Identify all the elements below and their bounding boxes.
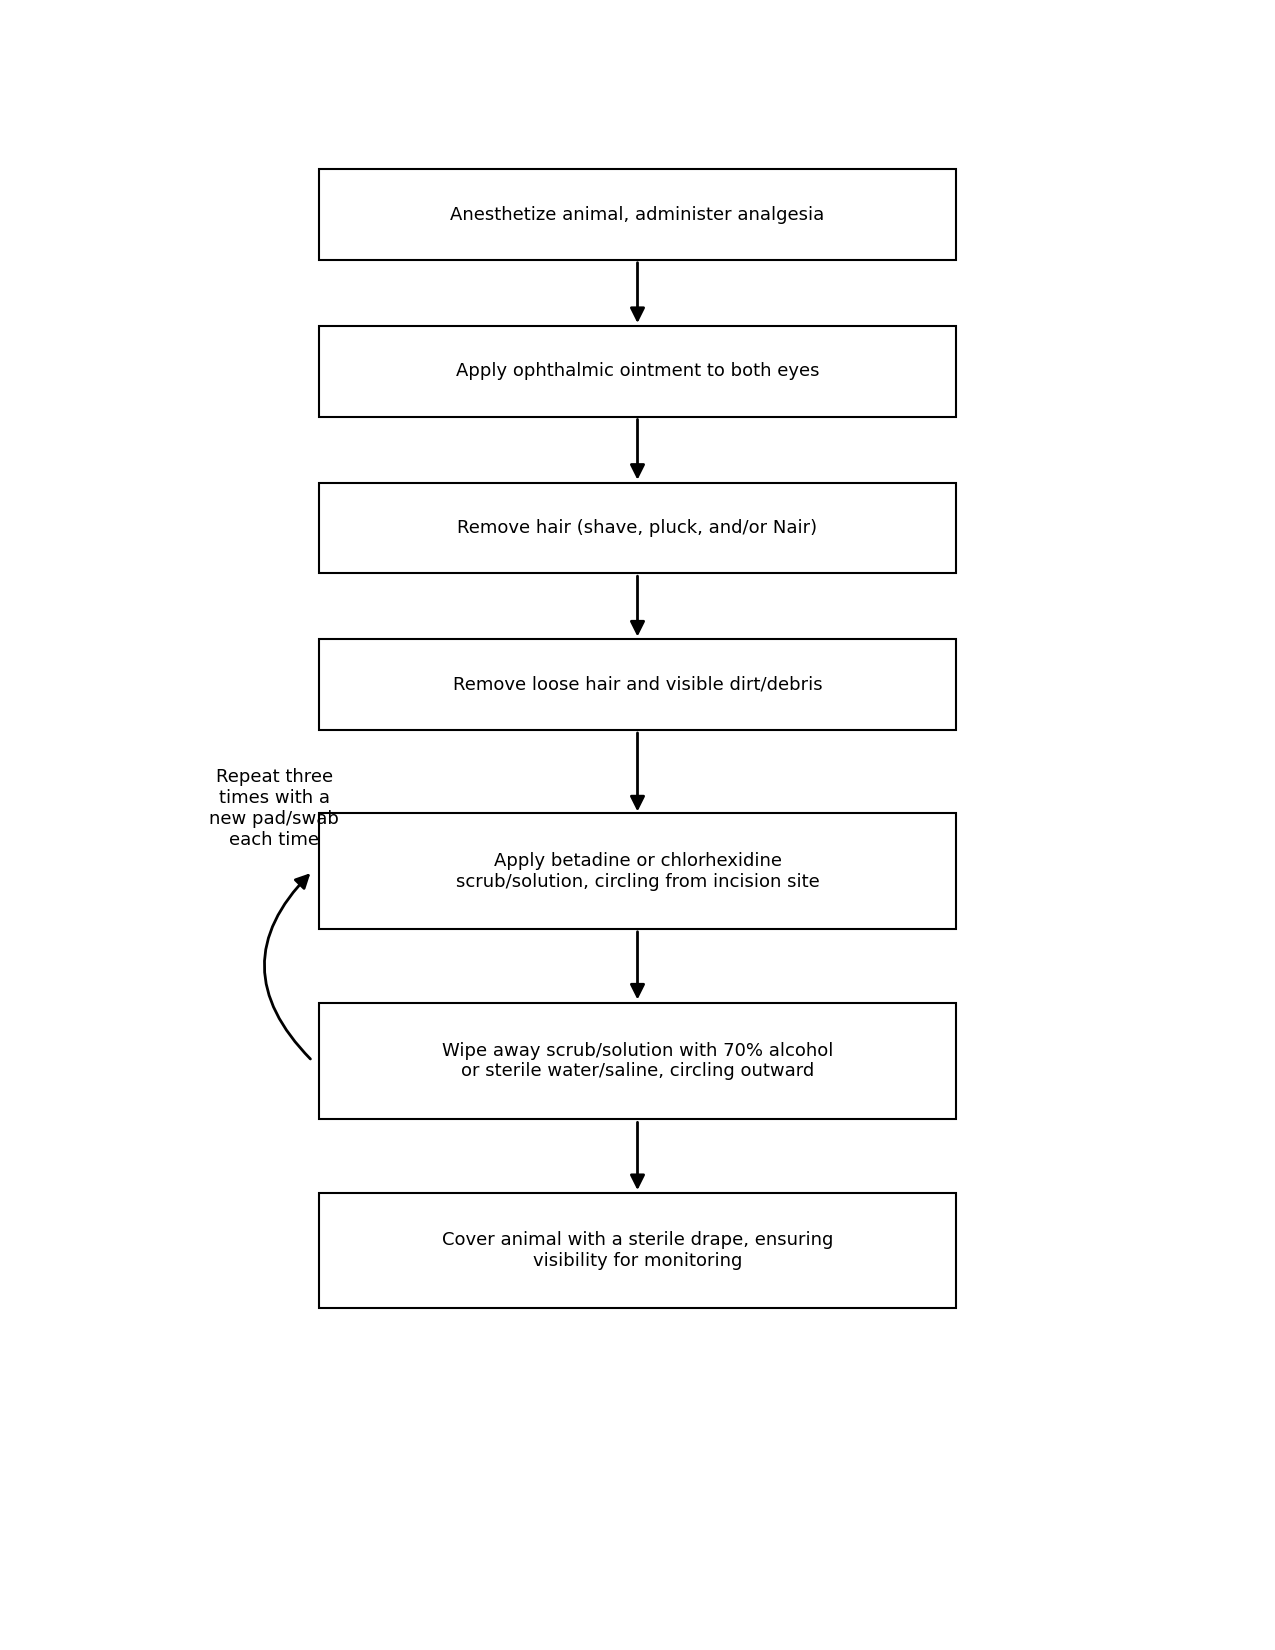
FancyBboxPatch shape xyxy=(319,168,956,259)
Text: Apply betadine or chlorhexidine
scrub/solution, circling from incision site: Apply betadine or chlorhexidine scrub/so… xyxy=(455,851,820,891)
Text: Repeat three
times with a
new pad/swab
each time: Repeat three times with a new pad/swab e… xyxy=(209,769,339,848)
Text: Wipe away scrub/solution with 70% alcohol
or sterile water/saline, circling outw: Wipe away scrub/solution with 70% alcoho… xyxy=(442,1041,833,1081)
FancyBboxPatch shape xyxy=(319,482,956,573)
FancyBboxPatch shape xyxy=(319,1193,956,1308)
Text: Remove loose hair and visible dirt/debris: Remove loose hair and visible dirt/debri… xyxy=(453,676,822,693)
FancyBboxPatch shape xyxy=(319,639,956,729)
Text: Anesthetize animal, administer analgesia: Anesthetize animal, administer analgesia xyxy=(450,206,825,223)
Text: Cover animal with a sterile drape, ensuring
visibility for monitoring: Cover animal with a sterile drape, ensur… xyxy=(442,1231,833,1271)
FancyBboxPatch shape xyxy=(319,813,956,929)
Text: Apply ophthalmic ointment to both eyes: Apply ophthalmic ointment to both eyes xyxy=(455,363,820,380)
FancyArrowPatch shape xyxy=(264,876,310,1059)
FancyBboxPatch shape xyxy=(319,1003,956,1119)
FancyBboxPatch shape xyxy=(319,325,956,416)
Text: Remove hair (shave, pluck, and/or Nair): Remove hair (shave, pluck, and/or Nair) xyxy=(458,520,817,536)
